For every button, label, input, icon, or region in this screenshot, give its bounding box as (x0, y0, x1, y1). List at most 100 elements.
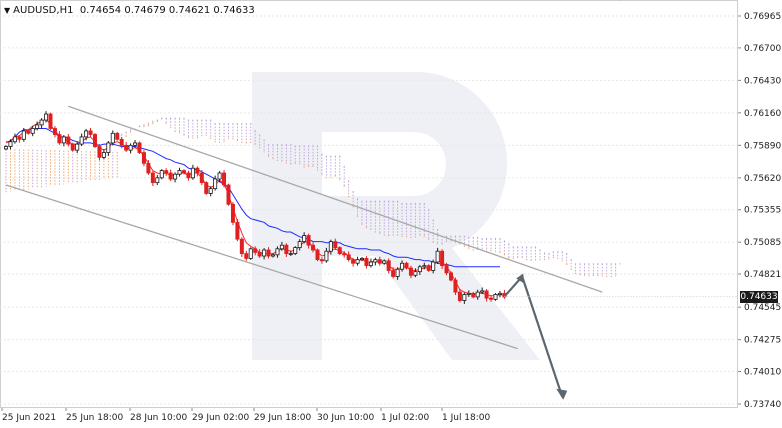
span-a-point (437, 243, 439, 245)
span-a-point (526, 259, 528, 261)
candle-body (377, 259, 382, 264)
span-a-point (557, 257, 559, 260)
x-tick-label: 1 Jul 02:00 (381, 413, 430, 423)
candle-body (266, 249, 271, 257)
candle-body (128, 144, 133, 151)
span-b-point (316, 145, 319, 147)
candle-body (466, 292, 471, 295)
span-b-point (330, 155, 332, 157)
span-b-point (388, 200, 390, 202)
ohlc-values: 0.74654 0.74679 0.74621 0.74633 (79, 5, 255, 16)
candle-body (471, 292, 476, 298)
candle-body (230, 203, 235, 223)
price-axis[interactable]: 0.76965 0.76700 0.76430 0.76160 0.75890 0.756… (504, 12, 781, 410)
span-a-point (450, 240, 452, 242)
y-tick-label: 0.76430 (744, 76, 781, 86)
span-a-point (503, 254, 505, 256)
candle-body (484, 290, 489, 299)
span-a-point (361, 223, 363, 225)
candle-body (448, 272, 453, 281)
span-b-point (259, 134, 261, 136)
span-b-point (303, 145, 305, 147)
span-a-point (597, 274, 599, 276)
candle-body (382, 260, 387, 264)
span-b-point (405, 203, 408, 205)
span-b-point (597, 263, 599, 265)
span-a-point (356, 215, 359, 217)
candle-body (213, 178, 218, 190)
span-a-point (339, 179, 341, 181)
span-a-point (245, 142, 247, 144)
span-b-point (490, 237, 492, 240)
candle-body (333, 241, 338, 248)
candle-body (164, 170, 169, 174)
span-a-point (170, 126, 172, 128)
y-tick-label: 0.76965 (744, 12, 781, 22)
candle-body (368, 261, 373, 267)
candle-body (186, 172, 191, 179)
candle-body (70, 143, 75, 151)
chart-header: ▼ AUDUSD,H1 0.74654 0.74679 0.74621 0.746… (4, 5, 255, 16)
candle-body (173, 173, 178, 180)
span-a-point (601, 275, 603, 277)
span-b-point (130, 129, 132, 131)
candle-body (39, 119, 44, 126)
span-b-point (196, 119, 198, 121)
candle-body (61, 136, 66, 144)
span-a-point (263, 151, 265, 153)
span-b-point (472, 236, 474, 238)
candle-body (431, 261, 436, 271)
span-b-point (312, 145, 314, 147)
span-a-point (227, 138, 230, 140)
span-a-point (401, 235, 403, 237)
span-b-point (543, 252, 546, 254)
span-a-point (423, 235, 425, 237)
span-b-point (619, 263, 621, 265)
span-a-point (410, 236, 412, 238)
span-b-point (454, 235, 457, 237)
candle-body (119, 138, 124, 146)
candle-body (88, 130, 93, 135)
span-a-point (210, 137, 212, 139)
span-b-point (241, 123, 243, 125)
span-a-point (303, 166, 305, 168)
span-b-point (365, 200, 368, 202)
span-a-point (432, 241, 434, 243)
span-a-point (232, 138, 234, 140)
candle-body (239, 238, 244, 255)
candle-body (262, 249, 267, 257)
y-tick-label: 0.74010 (744, 368, 781, 378)
y-tick-label: 0.75085 (744, 238, 781, 248)
candle-body (311, 244, 316, 251)
span-a-point (592, 274, 595, 276)
candle-body (57, 134, 62, 144)
candle-body (141, 152, 146, 164)
candle-body (253, 248, 258, 253)
span-a-point (130, 131, 132, 133)
span-a-point (259, 147, 261, 149)
candle-body (204, 182, 209, 194)
span-b-point (521, 246, 523, 248)
candle-body (195, 167, 200, 174)
candle-body (257, 252, 262, 257)
span-a-point (468, 248, 470, 250)
arrow-head-up (516, 273, 525, 284)
span-b-point (339, 155, 341, 157)
span-a-point (610, 275, 612, 278)
candle-body (497, 292, 502, 295)
span-a-point (267, 155, 270, 157)
span-a-point (178, 132, 181, 134)
span-b-point (512, 246, 514, 248)
span-b-point (392, 200, 394, 202)
caret-down-icon[interactable]: ▼ (4, 6, 11, 15)
candle-body (124, 144, 129, 151)
span-b-point (125, 131, 127, 133)
span-a-point (405, 236, 408, 238)
candle-body (364, 258, 369, 267)
candle-body (168, 172, 173, 180)
time-axis[interactable]: 25 Jun 2021 25 Jun 18:00 28 Jun 10:00 29 Ju… (1, 408, 491, 423)
span-a-point (187, 136, 190, 139)
candle-body (315, 249, 320, 261)
span-b-point (205, 119, 207, 121)
